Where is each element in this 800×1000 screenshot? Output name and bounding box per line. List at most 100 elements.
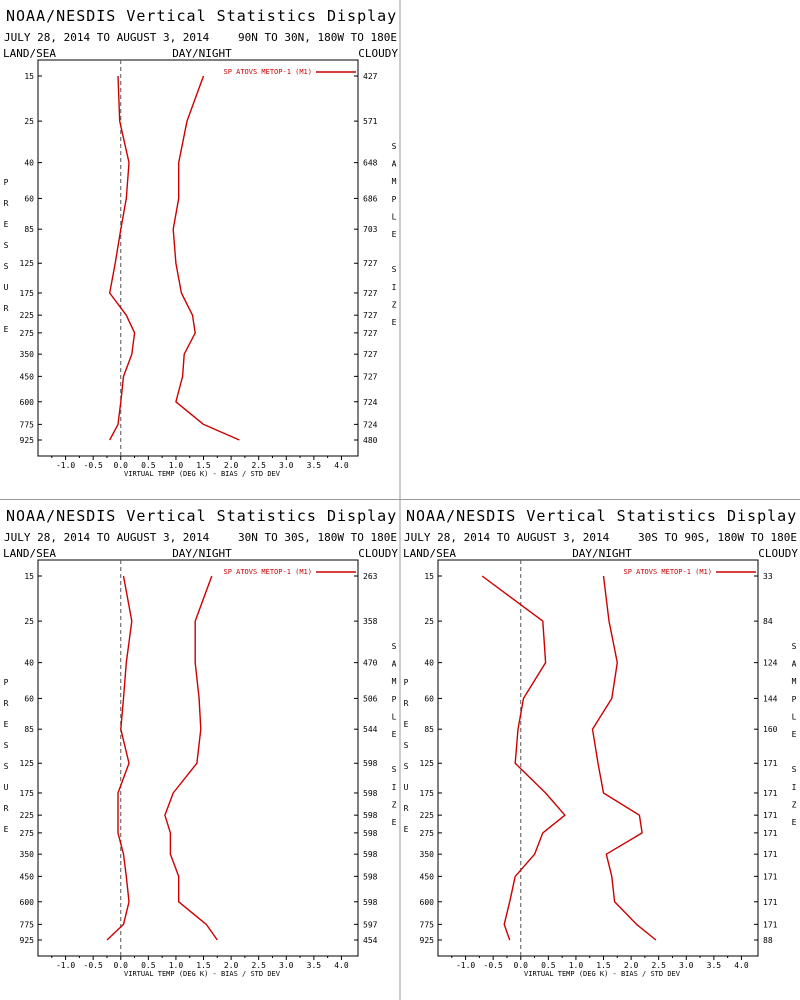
sample-size-label: 358	[363, 617, 378, 626]
sample-size-axis-letter: E	[392, 730, 397, 739]
pressure-axis-letter: P	[4, 678, 9, 687]
x-tick-label: 3.0	[679, 961, 694, 970]
pressure-label: 925	[20, 436, 35, 445]
sample-size-axis-letter: L	[392, 212, 397, 221]
pressure-axis-letter: S	[404, 741, 409, 750]
cloudy-label: CLOUDY	[358, 547, 398, 560]
pressure-label: 275	[20, 329, 35, 338]
sample-size-label: 124	[763, 659, 778, 668]
pressure-axis-letter: U	[404, 783, 409, 792]
sample-size-label: 171	[763, 789, 778, 798]
cloudy-label: CLOUDY	[758, 547, 798, 560]
pressure-axis-letter: R	[4, 304, 9, 313]
series-line-bias	[481, 575, 566, 941]
sample-size-axis-letter: I	[392, 283, 397, 292]
pressure-label: 350	[420, 850, 435, 859]
sample-size-axis-letter: L	[792, 712, 797, 721]
day-night-label: DAY/NIGHT	[172, 47, 232, 60]
x-tick-label: 0.5	[141, 961, 156, 970]
pressure-axis-letter: E	[4, 720, 9, 729]
pressure-label: 25	[24, 117, 34, 126]
sample-size-label: 703	[363, 225, 378, 234]
sample-size-label: 470	[363, 659, 378, 668]
land-sea-label: LAND/SEA	[3, 47, 56, 60]
sample-size-axis-letter: Z	[792, 800, 797, 809]
x-tick-label: 2.5	[251, 961, 266, 970]
series-line-std_dev	[164, 575, 218, 941]
sample-size-label: 506	[363, 694, 378, 703]
pressure-axis-letter: S	[4, 762, 9, 771]
pressure-axis-letter: E	[4, 325, 9, 334]
pressure-label: 125	[420, 759, 435, 768]
x-tick-label: 1.5	[196, 461, 211, 470]
x-tick-label: 0.0	[514, 961, 529, 970]
sample-size-label: 598	[363, 872, 378, 881]
pressure-axis-letter: U	[4, 283, 9, 292]
x-tick-label: -0.5	[484, 961, 503, 970]
x-tick-label: 2.5	[251, 461, 266, 470]
x-tick-label: 2.0	[224, 461, 239, 470]
plot-frame	[37, 59, 359, 457]
pressure-label: 40	[424, 659, 434, 668]
x-tick-label: 3.5	[307, 961, 322, 970]
plot-frame	[437, 559, 759, 957]
legend-label: SP ATOVS METOP-1 (M1)	[623, 568, 712, 576]
pressure-label: 925	[420, 936, 435, 945]
sample-size-label: 171	[763, 759, 778, 768]
sample-size-axis-letter: M	[792, 677, 797, 686]
pressure-axis-letter: E	[4, 825, 9, 834]
x-tick-label: -1.0	[56, 961, 75, 970]
sample-size-axis-letter: E	[792, 818, 797, 827]
x-tick-label: 3.5	[707, 961, 722, 970]
x-tick-label: 4.0	[734, 961, 749, 970]
sample-size-axis-letter: M	[392, 177, 397, 186]
x-tick-label: 1.0	[569, 961, 584, 970]
sample-size-label: 727	[363, 259, 378, 268]
pressure-label: 600	[20, 898, 35, 907]
pressure-label: 925	[20, 936, 35, 945]
pressure-label: 60	[424, 694, 434, 703]
sample-size-label: 171	[763, 829, 778, 838]
pressure-label: 600	[420, 898, 435, 907]
day-night-label: DAY/NIGHT	[172, 547, 232, 560]
panel-title: NOAA/NESDIS Vertical Statistics Display	[6, 507, 397, 525]
pressure-label: 125	[20, 259, 35, 268]
sample-size-label: 160	[763, 725, 778, 734]
date-range: JULY 28, 2014 TO AUGUST 3, 2014	[4, 31, 210, 44]
sample-size-axis-letter: Z	[392, 300, 397, 309]
sample-size-axis-letter: P	[392, 195, 397, 204]
sample-size-label: 263	[363, 572, 378, 581]
sample-size-axis-letter: A	[392, 160, 397, 169]
series-line-bias	[108, 75, 136, 441]
sample-size-label: 724	[363, 398, 378, 407]
pressure-label: 775	[20, 420, 35, 429]
date-range: JULY 28, 2014 TO AUGUST 3, 2014	[404, 531, 610, 544]
sample-size-label: 598	[363, 829, 378, 838]
x-tick-label: 2.5	[651, 961, 666, 970]
sample-size-axis-letter: S	[392, 765, 397, 774]
sample-size-label: 171	[763, 898, 778, 907]
pressure-label: 175	[20, 789, 35, 798]
pressure-label: 350	[20, 350, 35, 359]
region-label: 90N TO 30N, 180W TO 180E	[238, 31, 397, 44]
series-line-std_dev	[172, 75, 240, 441]
x-tick-label: 3.0	[279, 461, 294, 470]
sample-size-axis-letter: S	[392, 642, 397, 651]
sample-size-axis-letter: S	[392, 142, 397, 151]
panel-title: NOAA/NESDIS Vertical Statistics Display	[6, 7, 397, 25]
pressure-label: 275	[20, 829, 35, 838]
pressure-label: 175	[20, 289, 35, 298]
sample-size-axis-letter: E	[392, 318, 397, 327]
sample-size-axis-letter: A	[792, 660, 797, 669]
sample-size-axis-letter: S	[392, 265, 397, 274]
land-sea-label: LAND/SEA	[403, 547, 456, 560]
cloudy-label: CLOUDY	[358, 47, 398, 60]
pressure-axis-letter: R	[4, 804, 9, 813]
sample-size-label: 544	[363, 725, 378, 734]
sample-size-axis-letter: P	[792, 695, 797, 704]
sample-size-label: 724	[363, 420, 378, 429]
pressure-axis-letter: P	[404, 678, 409, 687]
pressure-axis-letter: E	[404, 720, 409, 729]
x-tick-label: 0.0	[114, 961, 129, 970]
pressure-axis-letter: S	[4, 241, 9, 250]
